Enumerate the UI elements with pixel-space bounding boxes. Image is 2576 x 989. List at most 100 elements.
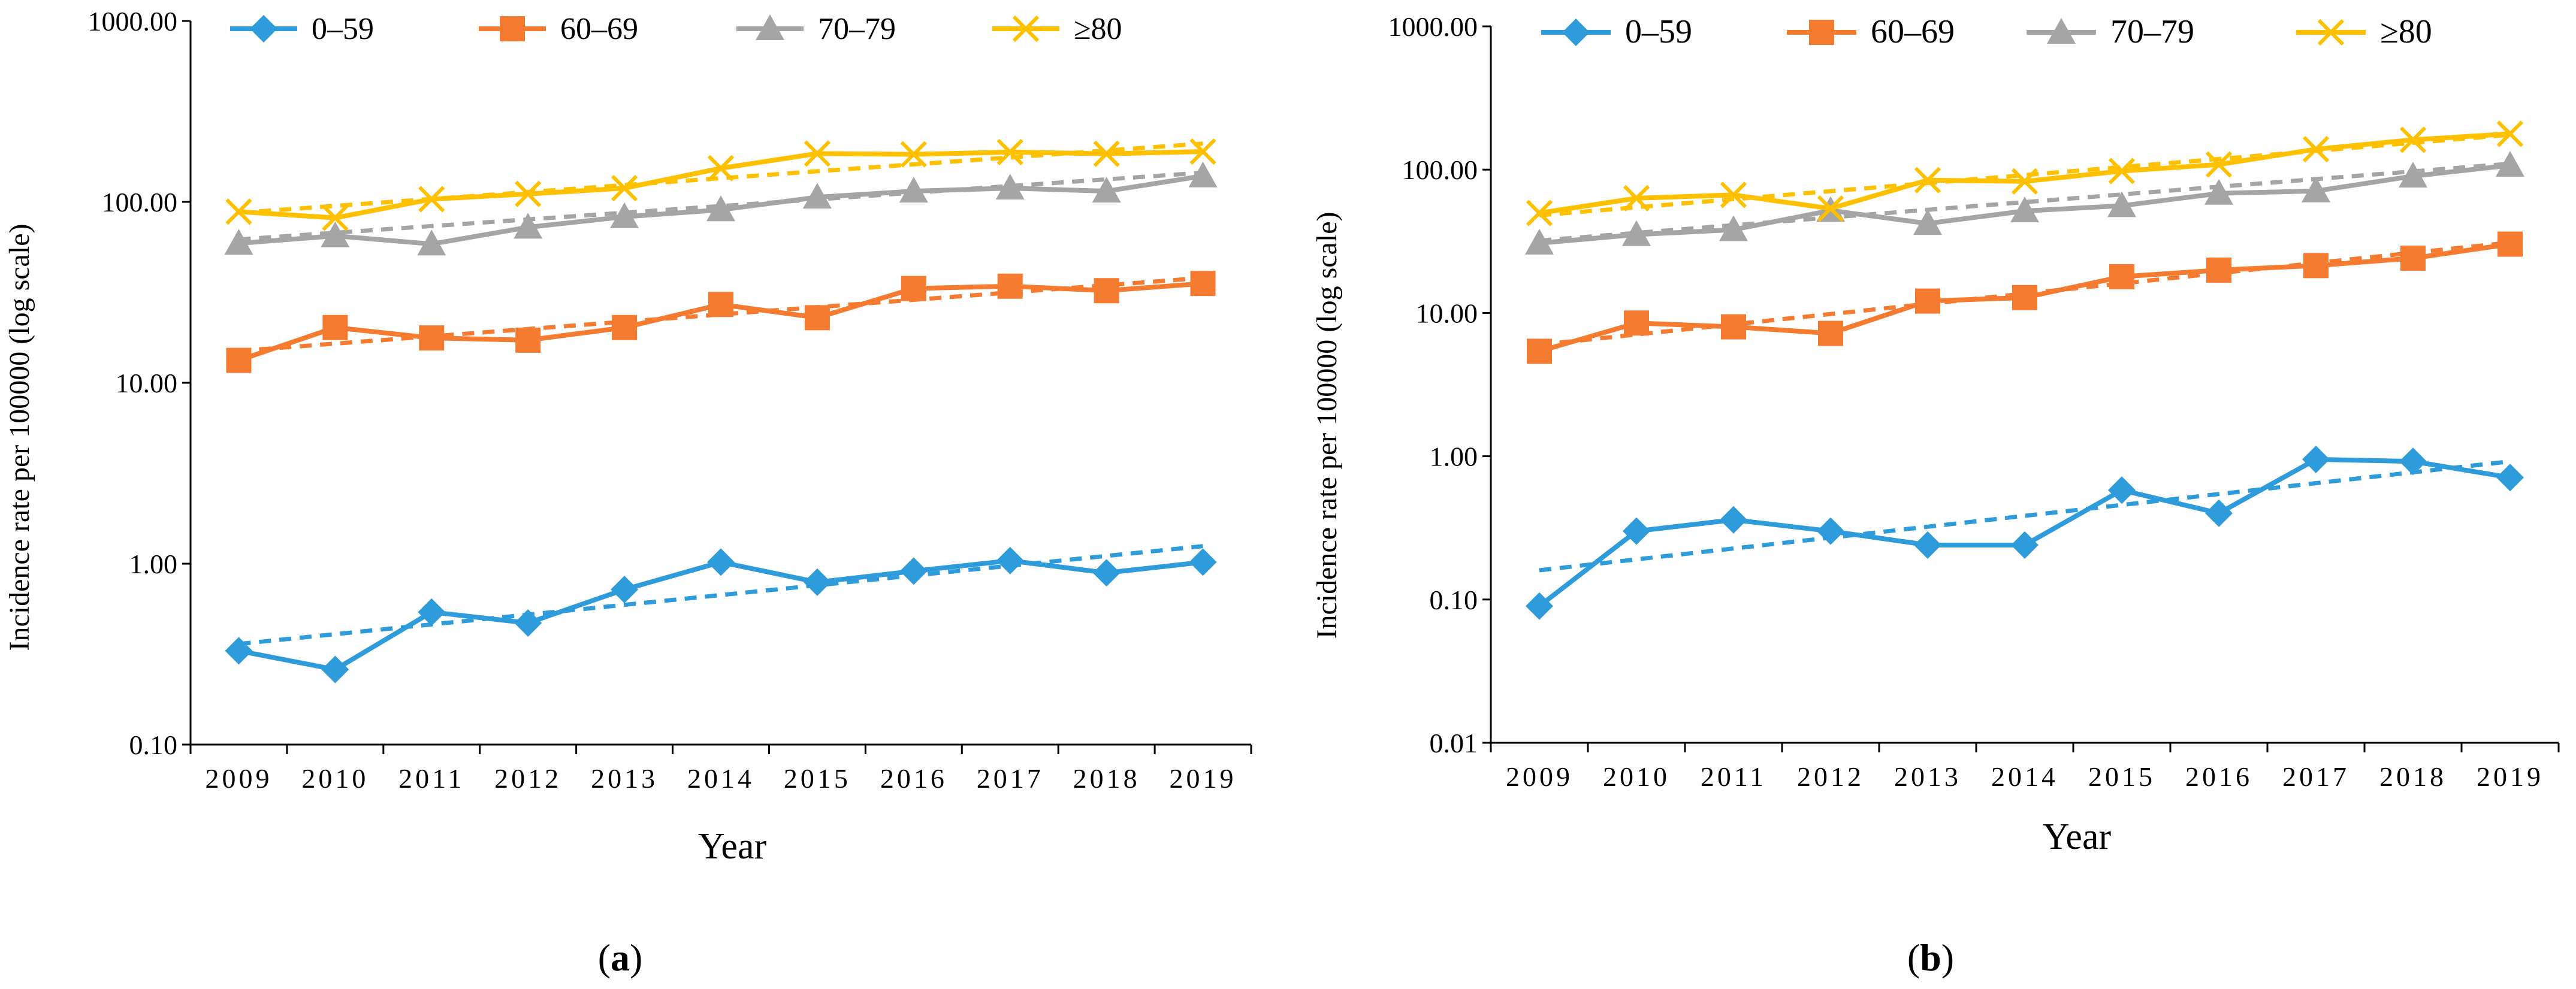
x-tick-label: 2013 [591,763,658,794]
data-point [995,174,1025,200]
data-point [1914,167,1941,193]
data-point [225,637,253,665]
y-tick-label: 100.00 [102,187,178,217]
data-point [1721,314,1746,340]
data-point [1094,278,1119,304]
series [1526,120,2524,226]
data-point [2399,126,2427,153]
data-point [1092,559,1121,587]
x-tick-label: 2019 [2477,761,2544,792]
data-point [1719,215,1748,241]
legend-label: 70–79 [2110,13,2194,50]
panel-label-a: (a) [598,936,643,979]
data-point [2399,162,2427,188]
data-point [2109,264,2134,289]
data-point [321,655,349,683]
data-point [2205,499,2233,527]
data-point [2108,158,2136,185]
series [1525,150,2524,255]
data-point [515,180,542,207]
legend-label: 0–59 [1625,13,1692,50]
data-point [1189,548,1217,576]
legend-item: 70–79 [736,12,896,46]
x-tick-label: 2016 [880,763,947,794]
y-tick-label: 0.10 [1430,585,1478,615]
data-point [514,213,543,239]
legend-marker [756,14,784,40]
data-point [2011,531,2039,559]
data-point [1526,199,1553,226]
data-point [2302,176,2330,202]
y-tick-label: 1000.00 [1388,11,1478,42]
data-point [1817,517,1844,545]
legend-item: 0–59 [1541,13,1692,50]
data-point [1622,220,1651,246]
data-point [1720,182,1747,208]
data-point [1188,161,1218,187]
data-point [2107,191,2136,217]
trend-line [238,170,1203,242]
data-point [514,609,542,637]
data-point [322,204,349,231]
x-tick-label: 2015 [2088,761,2155,792]
data-point [610,202,639,228]
series [225,546,1217,683]
plot-area [189,21,1251,746]
y-tick-label: 10.00 [116,368,178,398]
data-point [804,305,830,331]
x-tick-label: 2014 [687,763,754,794]
series [1527,231,2523,364]
data-point [2496,120,2524,147]
legend-label: 0–59 [312,12,374,46]
legend-label: 70–79 [818,12,896,46]
data-point [997,273,1023,299]
legend-marker [1012,15,1040,43]
data-point [322,314,348,340]
data-point [1526,592,1553,620]
legend-item: ≥80 [992,12,1122,46]
data-point [2400,246,2426,271]
y-tick-label: 0.10 [129,730,178,760]
legend-label: ≥80 [1074,12,1122,46]
data-point [2399,447,2427,476]
legend-marker [2317,19,2345,46]
data-point [2498,231,2523,257]
data-point [1623,185,1650,211]
plot-area [1490,26,2559,744]
x-tick-label: 2018 [1073,763,1140,794]
data-point [996,546,1024,574]
data-point [2496,464,2524,492]
series [225,138,1216,231]
data-point [419,325,445,351]
x-tick-label: 2009 [1506,761,1573,792]
data-point [418,598,446,626]
data-point [418,186,445,213]
data-point [802,183,832,209]
x-tick-label: 2015 [784,763,851,794]
data-point [2206,257,2231,283]
data-point [1817,195,1844,222]
x-tick-label: 2012 [494,763,561,794]
y-axis-ticks: 0.10 1.00 10.00 100.00 1000.00 [88,6,191,760]
chart-panel-a: 0–59 60–69 70–79 ≥80 0.10 1.00 10.00 100.00 100… [4,6,1252,979]
data-point [707,548,735,576]
data-point [611,174,638,202]
series [226,271,1216,373]
y-tick-label: 1.00 [1430,441,1478,472]
x-tick-label: 2018 [2379,761,2447,792]
y-tick-label: 1.00 [129,549,178,579]
data-point [2303,253,2329,279]
legend-item: 60–69 [479,12,638,46]
legend-item: 60–69 [1787,13,1955,50]
data-point [225,198,252,225]
legend: 0–59 60–69 70–79 ≥80 [1541,13,2432,50]
data-point [1092,177,1121,203]
legend-label: 60–69 [560,12,638,46]
data-point [1527,338,1552,364]
data-point [1623,517,1650,545]
x-axis-ticks: 2009 2010 2011 2012 2013 2014 2015 2016 2017 2018… [1490,743,2560,792]
data-point [1624,310,1649,336]
data-point [612,314,638,340]
data-point [224,229,253,255]
